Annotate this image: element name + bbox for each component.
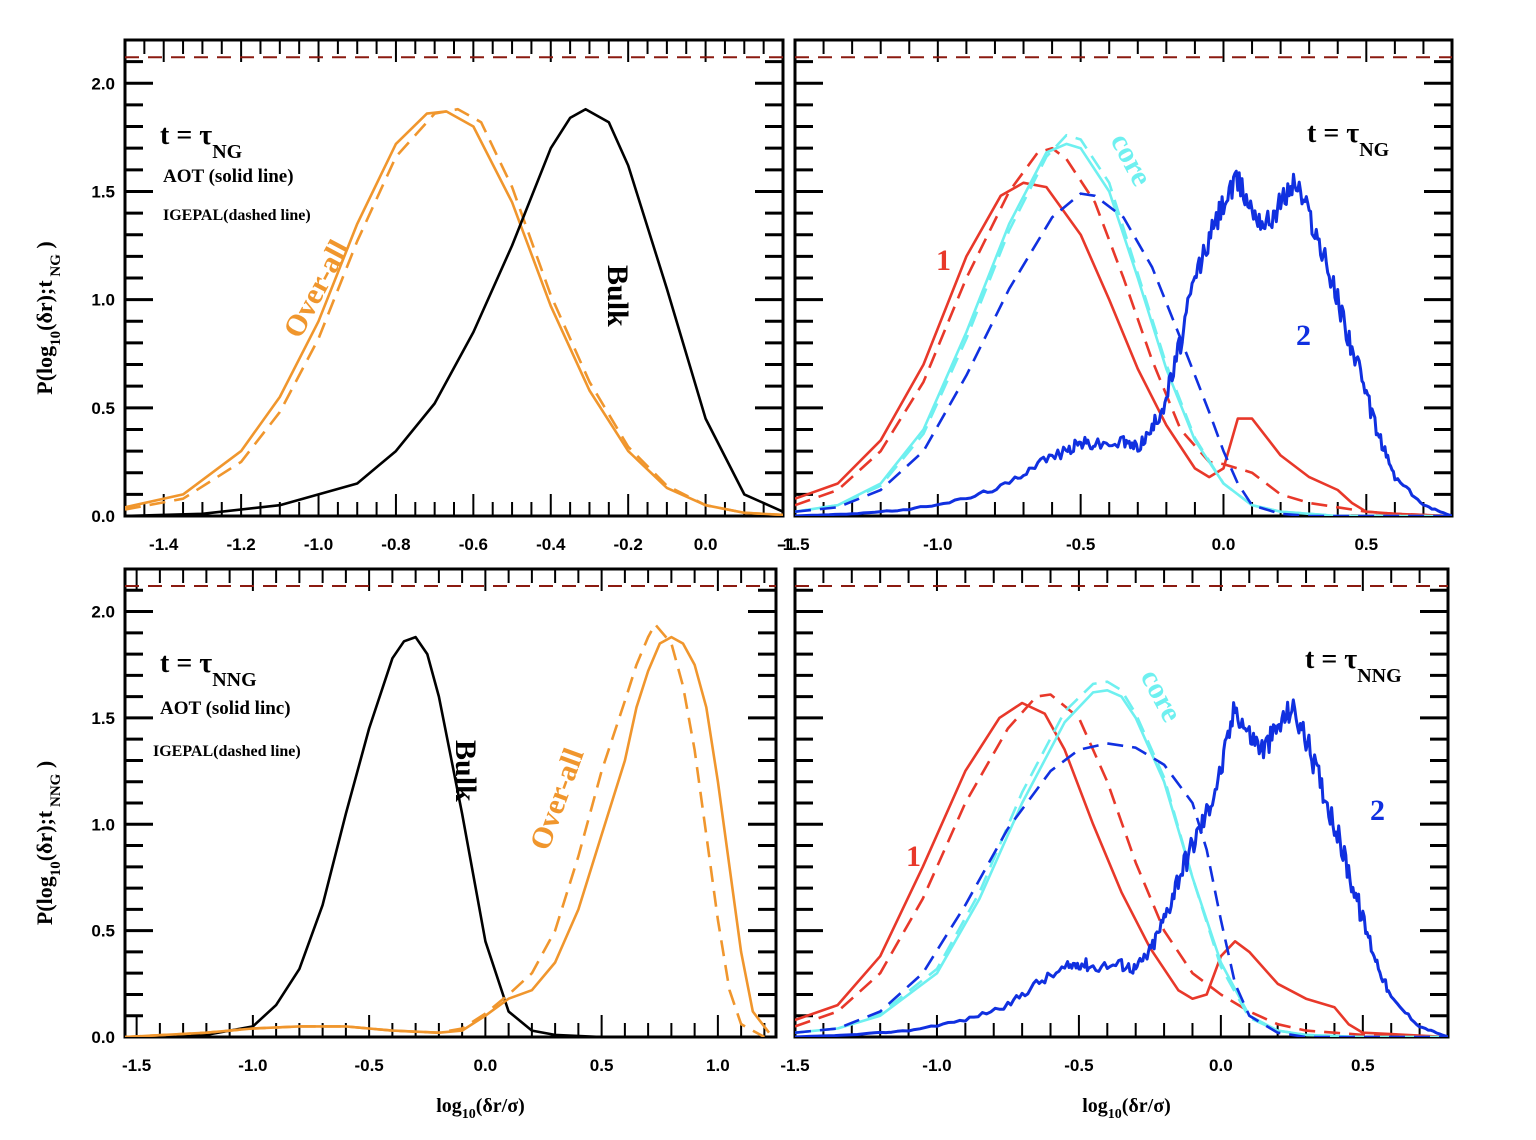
curve-label: 1 xyxy=(936,244,951,277)
x-tick-label: -1.0 xyxy=(238,1056,267,1075)
x-tick-label: -1.0 xyxy=(304,535,333,554)
series-over-all-aot xyxy=(125,110,783,516)
panel-top-right: -1.5 -1.0 -0.5 0.0 0.5 t = τNG 1 core 2 xyxy=(780,38,1454,554)
x-tick-label: 0.0 xyxy=(694,535,718,554)
series-shell-2-aot xyxy=(795,169,1452,516)
x-tick-label: 0.5 xyxy=(1351,1056,1375,1075)
x-tick-label: -1.5 xyxy=(122,1056,151,1075)
curve-label: Bulk xyxy=(601,265,634,327)
x-tick-label: -0.6 xyxy=(459,535,488,554)
panel-title: t = τNNG xyxy=(160,648,257,691)
x-tick-label: 0.5 xyxy=(1354,535,1378,554)
x-tick-label: -0.8 xyxy=(381,535,410,554)
series-shell-1-igepal xyxy=(795,693,1448,1037)
y-axis-label: P(log10(δr);t NG ) xyxy=(32,241,64,394)
y-tick-label: 1.0 xyxy=(91,291,115,310)
y-tick-label: 1.5 xyxy=(91,182,115,201)
x-tick-label: 0.0 xyxy=(474,1056,498,1075)
x-tick-label: -0.4 xyxy=(536,535,566,554)
series-shell-1-aot xyxy=(795,181,1452,516)
series-shell-2-igepal xyxy=(795,742,1448,1037)
curve-label: Bulk xyxy=(449,740,482,802)
x-tick-label: -1.0 xyxy=(922,1056,951,1075)
x-tick-label: -1.0 xyxy=(923,535,952,554)
series-over-all-igepal xyxy=(125,107,783,516)
x-tick-label: -0.5 xyxy=(1066,535,1095,554)
y-tick-label: 2.0 xyxy=(91,603,115,622)
y-tick-label: 0.5 xyxy=(91,399,115,418)
curve-label: 2 xyxy=(1370,794,1385,827)
legend-solid-text: AOT (solid line) xyxy=(163,166,294,187)
panel-title: t = τNG xyxy=(160,120,243,163)
series-core-aot xyxy=(795,142,1452,516)
x-tick-label: 0.5 xyxy=(590,1056,614,1075)
y-tick-label: 0.5 xyxy=(91,922,115,941)
legend-dashed-text: IGEPAL(dashed line) xyxy=(163,207,311,224)
series-shell-2-aot xyxy=(795,698,1448,1037)
y-tick-label: 0.0 xyxy=(91,507,115,526)
series-core-igepal xyxy=(795,680,1448,1037)
x-tick-label: 1.0 xyxy=(706,1056,730,1075)
x-tick-label: -0.2 xyxy=(614,535,643,554)
x-tick-label: -1.2 xyxy=(226,535,255,554)
x-tick-label: 0.0 xyxy=(1209,1056,1233,1075)
series-core-aot xyxy=(795,689,1448,1037)
series-bulk xyxy=(125,635,765,1037)
y-tick-label: 1.5 xyxy=(91,709,115,728)
panel-title: t = τNG xyxy=(1307,118,1390,161)
series-shell-1-igepal xyxy=(795,146,1452,516)
curve-label: 2 xyxy=(1296,319,1311,352)
x-axis-label: log10(δr/σ) xyxy=(436,1095,525,1122)
x-tick-label: -0.5 xyxy=(1064,1056,1093,1075)
plot-frame xyxy=(123,38,785,518)
x-tick-label: -1.5 xyxy=(780,535,809,554)
panel-bottom-right: -1.5 -1.0 -0.5 0.0 0.5 t = τNNG 1 core 2 log10(δr… xyxy=(780,567,1450,1122)
legend-solid-text: AOT (solid linc) xyxy=(160,698,291,719)
x-tick-label: -1. xyxy=(777,535,797,554)
y-tick-label: 0.0 xyxy=(91,1028,115,1047)
panel-title: t = τNNG xyxy=(1305,644,1402,687)
series-core-igepal xyxy=(795,133,1452,516)
curve-label: Over-all xyxy=(524,744,591,854)
legend-dashed-text: IGEPAL(dashed line) xyxy=(153,743,301,760)
curve-label: core xyxy=(1104,128,1159,192)
x-axis-label: log10(δr/σ) xyxy=(1082,1095,1171,1122)
series-shell-1-aot xyxy=(795,701,1448,1037)
panel-top-left: -1.4 -1.2 -1.0 -0.8 -0.6 -0.4 -0.2 0.0 -1. 0.0 0.5… xyxy=(32,38,797,554)
panel-bottom-left: -1.5 -1.0 -0.5 0.0 0.5 1.0 0.0 0.5 1.0 1.5 2.0 t = … xyxy=(32,567,778,1122)
y-axis-label: P(log10(δr);t NNG ) xyxy=(32,761,64,925)
x-tick-label: -1.5 xyxy=(780,1056,809,1075)
series-over-all-igepal xyxy=(125,623,766,1037)
plot-frame xyxy=(123,567,778,1039)
series-bulk xyxy=(125,107,783,516)
x-tick-label: -1.4 xyxy=(149,535,179,554)
curve-label: 1 xyxy=(906,840,921,873)
x-tick-label: 0.0 xyxy=(1212,535,1236,554)
series-shell-2-igepal xyxy=(795,192,1452,516)
curve-label: core xyxy=(1134,664,1189,728)
y-tick-label: 2.0 xyxy=(91,74,115,93)
y-tick-label: 1.0 xyxy=(91,815,115,834)
x-tick-label: -0.5 xyxy=(354,1056,383,1075)
